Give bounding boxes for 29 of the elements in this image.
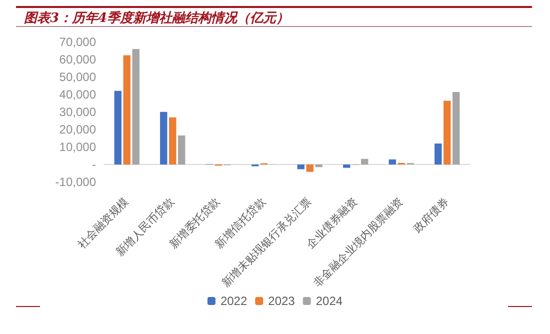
bar	[114, 90, 122, 164]
bar	[178, 135, 186, 164]
bar	[388, 159, 396, 164]
y-tick-label: -10,000	[55, 175, 96, 189]
legend-label: 2024	[316, 294, 343, 308]
bar	[123, 55, 130, 164]
legend-label: 2022	[220, 294, 248, 308]
x-tick-label: 政府债券	[411, 195, 452, 236]
bar	[160, 112, 168, 164]
chart-title: 图表3：历年4季度新增社融结构情况（亿元）	[24, 10, 290, 27]
bar	[343, 164, 350, 168]
y-tick-label: 60,000	[59, 52, 96, 66]
y-tick-label: 70,000	[59, 35, 96, 49]
bar	[306, 164, 314, 172]
bar	[434, 144, 442, 164]
bar	[132, 49, 140, 164]
y-tick-label: 20,000	[59, 122, 96, 136]
bar	[361, 158, 368, 164]
legend-label: 2023	[268, 294, 296, 308]
bar	[169, 117, 176, 164]
y-tick-label: 50,000	[59, 70, 96, 84]
bar	[444, 100, 451, 164]
y-tick-label: 10,000	[59, 140, 96, 154]
y-tick-label: 30,000	[59, 105, 96, 119]
bar	[315, 164, 322, 168]
y-tick-label: -	[92, 158, 96, 172]
bar	[297, 164, 304, 170]
bar	[452, 92, 460, 164]
y-tick-label: 40,000	[59, 88, 96, 102]
